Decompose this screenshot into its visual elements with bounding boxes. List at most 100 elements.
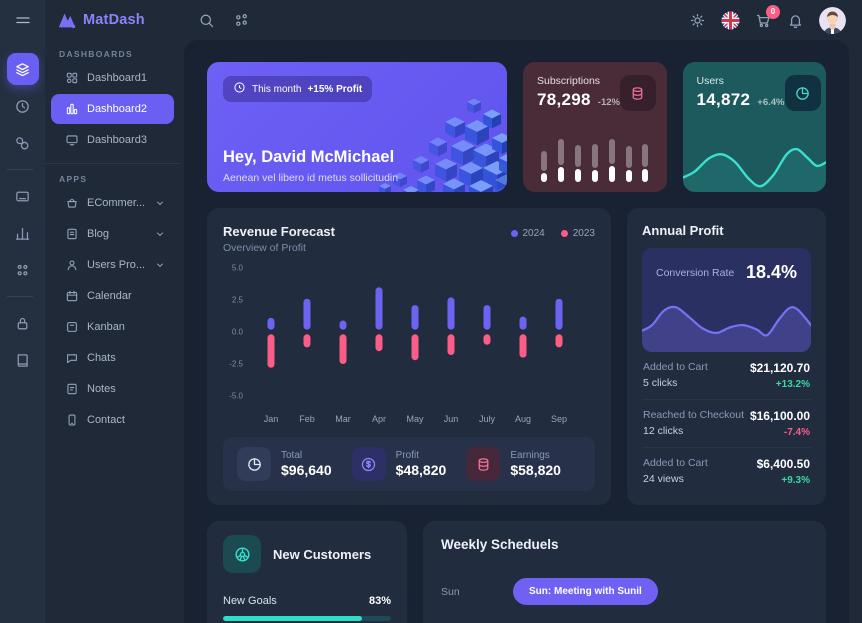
total-value: $58,820 — [510, 462, 561, 478]
legend-item-2023[interactable]: 2023 — [560, 228, 595, 239]
rail-book-icon[interactable] — [7, 344, 39, 376]
cubes-illustration — [379, 98, 507, 192]
conversion-line-chart — [642, 305, 811, 352]
subscriptions-card: Subscriptions 78,298 -12% — [523, 62, 667, 192]
rail-lock-icon[interactable] — [7, 307, 39, 339]
annual-row-label: Added to Cart — [643, 457, 708, 469]
sidebar-item-notes[interactable]: Notes — [51, 374, 174, 404]
avatar-image — [819, 6, 846, 34]
users-value: 14,872 — [696, 90, 751, 109]
users-card: Users 14,872 +6.4% — [682, 62, 826, 192]
subscription-bar — [574, 145, 581, 182]
welcome-title: Hey, David McMichael — [223, 148, 395, 166]
annual-row-delta: +9.3% — [781, 475, 810, 486]
rail-divider — [6, 296, 33, 297]
chart-legend: 2024 2023 — [510, 224, 595, 254]
badge-text: This month — [252, 83, 302, 95]
new-goals-value: 83% — [368, 595, 391, 607]
total-value: $96,640 — [281, 462, 332, 478]
legend-item-2024[interactable]: 2024 — [510, 228, 545, 239]
legend-dot — [560, 230, 568, 237]
sidebar-item-label: ECommer... — [87, 197, 146, 209]
cart-icon[interactable]: 0 — [755, 4, 780, 29]
notifications-bell-icon[interactable] — [787, 12, 804, 29]
users-delta: +6.4% — [757, 97, 785, 108]
sidebar-item-label: Contact — [87, 414, 125, 426]
conversion-rate-panel: Conversion Rate 18.4% — [642, 248, 811, 352]
user-avatar[interactable] — [819, 6, 846, 34]
badge-bold-text: +15% Profit — [307, 83, 363, 95]
sidebar-item-blog[interactable]: Blog — [51, 219, 174, 249]
sidebar-item-ecommer[interactable]: ECommer... — [51, 188, 174, 218]
rail-dots-grid-icon[interactable] — [7, 254, 39, 286]
database-icon — [619, 75, 656, 111]
menu-icon[interactable] — [14, 12, 32, 30]
svg-text:0.0: 0.0 — [232, 328, 244, 337]
rail-layers-icon[interactable] — [6, 53, 39, 85]
schedule-row: Sun Sun: Meeting with Sunil — [441, 578, 808, 605]
svg-text:July: July — [479, 414, 496, 424]
language-flag-icon[interactable] — [721, 10, 740, 30]
sidebar-item-userspro[interactable]: Users Pro... — [51, 250, 174, 280]
revenue-chart: 5.0 2.5 0.0 -2.5 -5.0 Jan Feb Mar Apr May Jun July A… — [229, 264, 567, 425]
sidebar-item-label: Dashboard3 — [87, 134, 147, 146]
schedule-event-pill[interactable]: Sun: Meeting with Sunil — [513, 578, 658, 605]
svg-text:-2.5: -2.5 — [229, 360, 243, 369]
theme-toggle-icon[interactable] — [689, 12, 706, 29]
rail-divider — [6, 169, 33, 170]
section-label-dash: DASHBOARDS — [59, 49, 133, 59]
sidebar-item-dashboard3[interactable]: Dashboard3 — [51, 125, 174, 155]
sidebar: MatDash DASHBOARDS Dashboard1 Dashboard2 Da… — [45, 0, 180, 623]
legend-label: 2023 — [572, 228, 595, 239]
sidebar-item-label: Calendar — [87, 290, 132, 302]
icon-rail — [0, 0, 45, 623]
uk-flag — [721, 10, 740, 30]
total-value: $48,820 — [395, 462, 447, 478]
dollar-icon — [351, 447, 386, 481]
apps-grid-icon[interactable] — [233, 12, 250, 29]
svg-text:2.5: 2.5 — [232, 296, 244, 305]
content-panel: This month +15% Profit Hey, David McMich… — [184, 40, 849, 623]
annual-profit-card: Annual Profit Conversion Rate 18.4% Adde… — [627, 208, 826, 505]
legend-label: 2024 — [522, 228, 545, 239]
weekly-schedules-card: Weekly Scheduels Sun Sun: Meeting with S… — [423, 521, 826, 623]
search-icon[interactable] — [198, 12, 215, 29]
users-title: Users — [696, 75, 724, 87]
rail-window-icon[interactable] — [7, 180, 39, 212]
svg-text:-5.0: -5.0 — [229, 392, 243, 401]
profit-badge: This month +15% Profit — [223, 76, 373, 102]
sidebar-item-label: Kanban — [87, 321, 125, 333]
sidebar-item-label: Chats — [87, 352, 116, 364]
sidebar-item-kanban[interactable]: Kanban — [51, 312, 174, 342]
app-logo[interactable]: MatDash — [45, 0, 180, 39]
new-goals-label: New Goals — [223, 595, 277, 607]
logo-mark-icon — [58, 13, 76, 29]
subscription-bar — [591, 144, 598, 182]
annual-row-sub: 12 clicks — [643, 425, 684, 437]
revenue-title: Revenue Forecast — [223, 224, 335, 239]
rail-clock-icon[interactable] — [7, 90, 39, 122]
welcome-subtitle: Aenean vel libero id metus sollicitudin — [223, 172, 399, 184]
revenue-subtitle: Overview of Profit — [223, 242, 306, 254]
sidebar-item-dashboard2[interactable]: Dashboard2 — [51, 94, 174, 124]
sidebar-item-chats[interactable]: Chats — [51, 343, 174, 373]
subscription-bar — [541, 151, 547, 182]
sidebar-item-contact[interactable]: Contact — [51, 405, 174, 435]
cart-badge: 0 — [766, 4, 780, 19]
annual-row-label: Added to Cart — [643, 361, 708, 373]
schedule-day: Sun — [441, 585, 460, 598]
sidebar-item-dashboard1[interactable]: Dashboard1 — [51, 63, 174, 93]
svg-text:Mar: Mar — [335, 414, 351, 424]
sidebar-item-calendar[interactable]: Calendar — [51, 281, 174, 311]
schedule-list: Sun Sun: Meeting with Sunil — [441, 578, 808, 605]
rail-shapes-icon[interactable] — [7, 127, 39, 159]
clock-badge-icon — [233, 81, 246, 97]
annual-row-sub: 24 views — [643, 473, 684, 485]
total-label: Earnings — [510, 450, 550, 461]
subscription-bar — [608, 139, 615, 182]
annual-row: Added to Cart 5 clicks $21,120.70 +13.2% — [642, 352, 811, 400]
conversion-rate-value: 18.4% — [745, 262, 797, 282]
pie-chart-icon — [784, 75, 821, 111]
rail-bar-chart-icon[interactable] — [7, 217, 39, 249]
